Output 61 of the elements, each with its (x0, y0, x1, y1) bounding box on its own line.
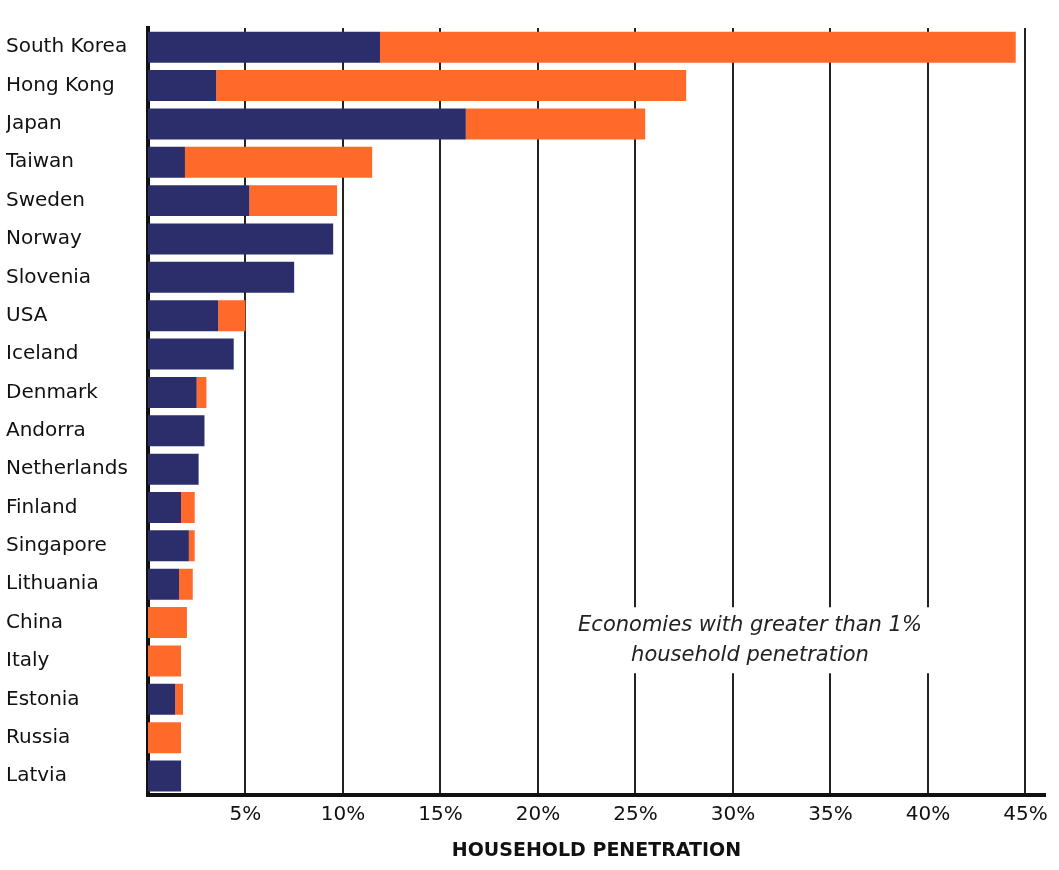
bar (147, 492, 182, 523)
bar (465, 108, 646, 140)
y-tick-label: Estonia (6, 685, 80, 710)
bar (147, 31, 380, 63)
bar (147, 530, 189, 562)
y-tick-label: Iceland (6, 340, 79, 365)
x-tick-label: 35% (808, 801, 853, 826)
bar (188, 530, 195, 562)
bar (147, 108, 466, 140)
bar (147, 760, 182, 792)
bar (147, 607, 187, 639)
y-tick-label: Singapore (6, 532, 107, 557)
bar (147, 683, 176, 715)
bar (147, 568, 180, 600)
annotation: Economies with greater than 1% household penetration (578, 611, 922, 666)
bar (379, 31, 1016, 63)
y-tick-label: Andorra (6, 416, 86, 441)
bar (147, 376, 197, 408)
bar (147, 645, 182, 677)
x-axis-title: HOUSEHOLD PENETRATION (451, 837, 742, 860)
bar (147, 415, 205, 447)
bar (218, 300, 246, 332)
x-tick-label: 15% (418, 801, 463, 826)
y-tick-label: USA (6, 301, 48, 326)
y-tick-label: Russia (6, 723, 71, 748)
x-tick-label: 30% (710, 801, 756, 826)
y-tick-label: Hong Kong (6, 71, 115, 96)
bar (181, 492, 195, 523)
bar (147, 223, 334, 255)
bar (175, 683, 184, 715)
bar (147, 146, 185, 178)
bar (184, 146, 373, 178)
bar (179, 568, 193, 600)
bar (216, 70, 687, 102)
y-tick-label: Lithuania (6, 570, 99, 595)
y-tick-label: Taiwan (5, 148, 75, 173)
x-tick-label: 25% (613, 801, 658, 826)
y-tick-label: Norway (6, 225, 83, 250)
bar (147, 722, 182, 754)
x-tick-label: 45% (1003, 801, 1048, 826)
y-tick-label: Latvia (6, 762, 67, 787)
bar (196, 376, 207, 408)
y-tick-label: China (6, 608, 64, 633)
bar (147, 338, 234, 370)
x-tick-label: 5% (229, 801, 262, 826)
bar (249, 185, 338, 217)
y-tick-label: Sweden (6, 186, 86, 211)
x-tick-label: 10% (320, 801, 366, 826)
bar (147, 453, 199, 485)
bar (147, 185, 250, 217)
y-tick-label: Netherlands (6, 455, 128, 480)
bar (147, 70, 217, 102)
bar (147, 300, 219, 332)
x-tick-label: 20% (515, 801, 561, 826)
y-tick-label: South Korea (6, 33, 128, 58)
bar (147, 261, 295, 293)
y-tick-label: Denmark (6, 378, 99, 403)
y-tick-label: Italy (6, 647, 50, 672)
y-tick-label: Finland (6, 493, 78, 518)
x-tick-label: 40% (905, 801, 951, 826)
y-tick-label: Slovenia (6, 263, 92, 288)
